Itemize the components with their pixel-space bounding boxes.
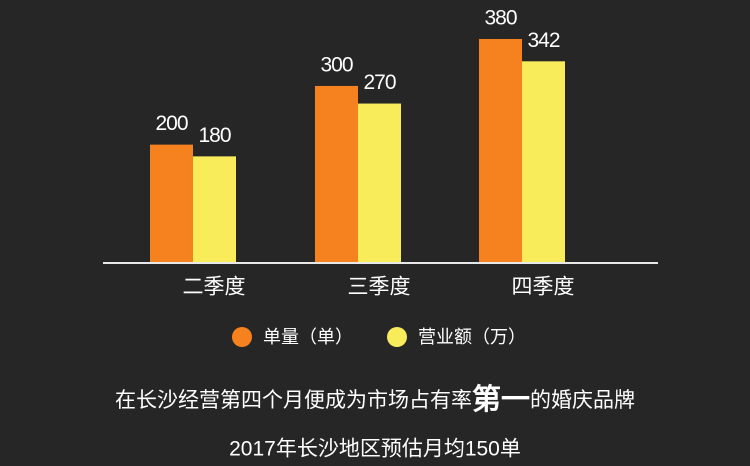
value-label: 200 [155,112,187,135]
bar [522,61,565,262]
bar [315,85,358,263]
bar [358,103,401,262]
legend-swatch [387,327,407,347]
legend-swatch [232,327,252,347]
value-label: 380 [484,7,516,30]
value-label: 342 [527,29,559,52]
annotation-emphasis: 第一 [472,382,530,416]
x-tick-label: 四季度 [512,276,575,299]
bar [193,156,236,262]
x-tick-label: 三季度 [348,276,411,299]
value-label: 180 [198,124,230,147]
annotation: 在长沙经营第四个月便成为市场占有率第一的婚庆品牌 [115,382,635,416]
annotation-text: 在长沙经营第四个月便成为市场占有率 [115,389,472,412]
legend-label: 营业额（万） [418,327,526,347]
value-label: 300 [320,53,352,76]
value-label: 270 [363,71,395,94]
bar [150,144,193,262]
annotation-text: 的婚庆品牌 [530,389,635,412]
footnote: 2017年长沙地区预估月均150单 [229,438,521,461]
legend-label: 单量（单） [263,327,353,347]
bar [479,39,522,262]
x-tick-label: 二季度 [183,276,246,299]
